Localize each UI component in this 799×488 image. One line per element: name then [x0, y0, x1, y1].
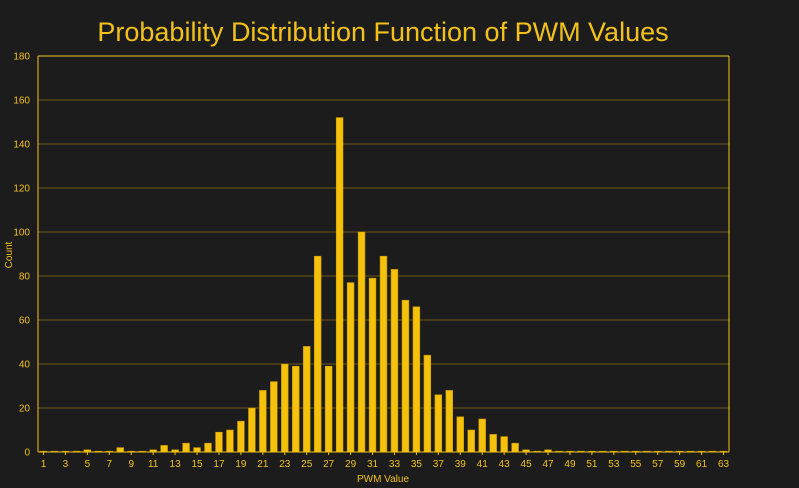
- bar-12: [160, 445, 168, 453]
- x-tick-labels: 1 3 5 7 9 11 13 15 17 19 21 23 25 27 29 31 33 35 37 39 41 43 4…: [41, 452, 730, 470]
- bar-38: [445, 390, 454, 453]
- x-tick-label-1: 1: [41, 459, 47, 470]
- y-tick-label-40: 40: [19, 360, 31, 371]
- x-tick-label-11: 11: [148, 459, 159, 470]
- x-tick-label-61: 61: [696, 459, 708, 470]
- x-tick-label-45: 45: [521, 459, 533, 470]
- x-tick-label-49: 49: [564, 459, 576, 470]
- bar-19: [237, 420, 245, 453]
- bar-36: [423, 354, 432, 453]
- x-tick-label-39: 39: [455, 459, 467, 470]
- bar-35: [412, 306, 421, 453]
- bar-37: [434, 394, 443, 453]
- x-tick-label-5: 5: [85, 459, 91, 470]
- x-tick-label-19: 19: [235, 459, 247, 470]
- y-tick-label-20: 20: [19, 404, 31, 415]
- bar-16: [204, 442, 212, 453]
- bar-29: [346, 282, 355, 453]
- bar-33: [390, 269, 399, 453]
- x-tick-label-63: 63: [718, 459, 730, 470]
- y-tick-label-140: 140: [13, 140, 30, 151]
- x-tick-label-59: 59: [674, 459, 686, 470]
- x-tick-label-7: 7: [107, 459, 113, 470]
- x-tick-label-43: 43: [499, 459, 511, 470]
- bar-18: [226, 429, 234, 453]
- x-tick-label-21: 21: [257, 459, 269, 470]
- x-tick-label-33: 33: [389, 459, 401, 470]
- bar-31: [368, 277, 377, 453]
- chart-title: Probability Distribution Function of PWM…: [97, 17, 668, 47]
- bar-25: [303, 346, 311, 453]
- bar-23: [281, 363, 289, 453]
- bar-24: [292, 365, 300, 453]
- x-axis-label: PWM Value: [357, 474, 409, 485]
- bar-26: [313, 255, 322, 453]
- bar-22: [270, 381, 278, 453]
- x-tick-label-25: 25: [301, 459, 313, 470]
- bar-21: [259, 390, 267, 453]
- x-tick-label-13: 13: [170, 459, 182, 470]
- bar-41: [478, 418, 486, 453]
- y-tick-label-120: 120: [13, 184, 30, 195]
- x-tick-label-47: 47: [542, 459, 554, 470]
- bar-27: [324, 365, 333, 453]
- bar-40: [467, 429, 475, 453]
- y-tick-label-80: 80: [19, 272, 31, 283]
- x-tick-label-27: 27: [323, 459, 335, 470]
- y-tick-label-0: 0: [24, 448, 30, 459]
- bar-20: [248, 407, 256, 453]
- y-tick-label-100: 100: [13, 228, 30, 239]
- x-tick-label-57: 57: [652, 459, 664, 470]
- x-tick-label-35: 35: [411, 459, 423, 470]
- y-tick-label-160: 160: [13, 96, 30, 107]
- x-tick-label-31: 31: [367, 459, 379, 470]
- x-tick-label-55: 55: [630, 459, 642, 470]
- bar-30: [357, 231, 366, 453]
- bar-34: [401, 299, 410, 453]
- bar-44: [511, 442, 519, 453]
- x-tick-label-3: 3: [63, 459, 69, 470]
- y-tick-label-180: 180: [13, 52, 30, 63]
- y-tick-labels: 0 20 40 60 80 100 120 140 160 180: [13, 52, 30, 459]
- y-axis-label: Count: [4, 241, 15, 268]
- bar-32: [379, 255, 388, 453]
- x-tick-label-29: 29: [345, 459, 357, 470]
- x-tick-label-51: 51: [586, 459, 598, 470]
- x-tick-label-53: 53: [608, 459, 620, 470]
- bar-42: [489, 434, 497, 453]
- x-tick-label-17: 17: [213, 459, 225, 470]
- x-tick-label-9: 9: [128, 459, 134, 470]
- x-tick-label-15: 15: [191, 459, 203, 470]
- x-tick-label-23: 23: [279, 459, 291, 470]
- bar-39: [456, 416, 464, 453]
- bar-17: [215, 431, 223, 453]
- bar-14: [182, 442, 190, 453]
- bar-28: [335, 117, 344, 453]
- bar-15: [193, 447, 201, 453]
- y-tick-label-60: 60: [19, 316, 31, 327]
- bar-8: [116, 447, 124, 453]
- x-tick-label-41: 41: [477, 459, 489, 470]
- bar-43: [500, 436, 508, 453]
- x-tick-label-37: 37: [433, 459, 445, 470]
- bars: [39, 117, 728, 453]
